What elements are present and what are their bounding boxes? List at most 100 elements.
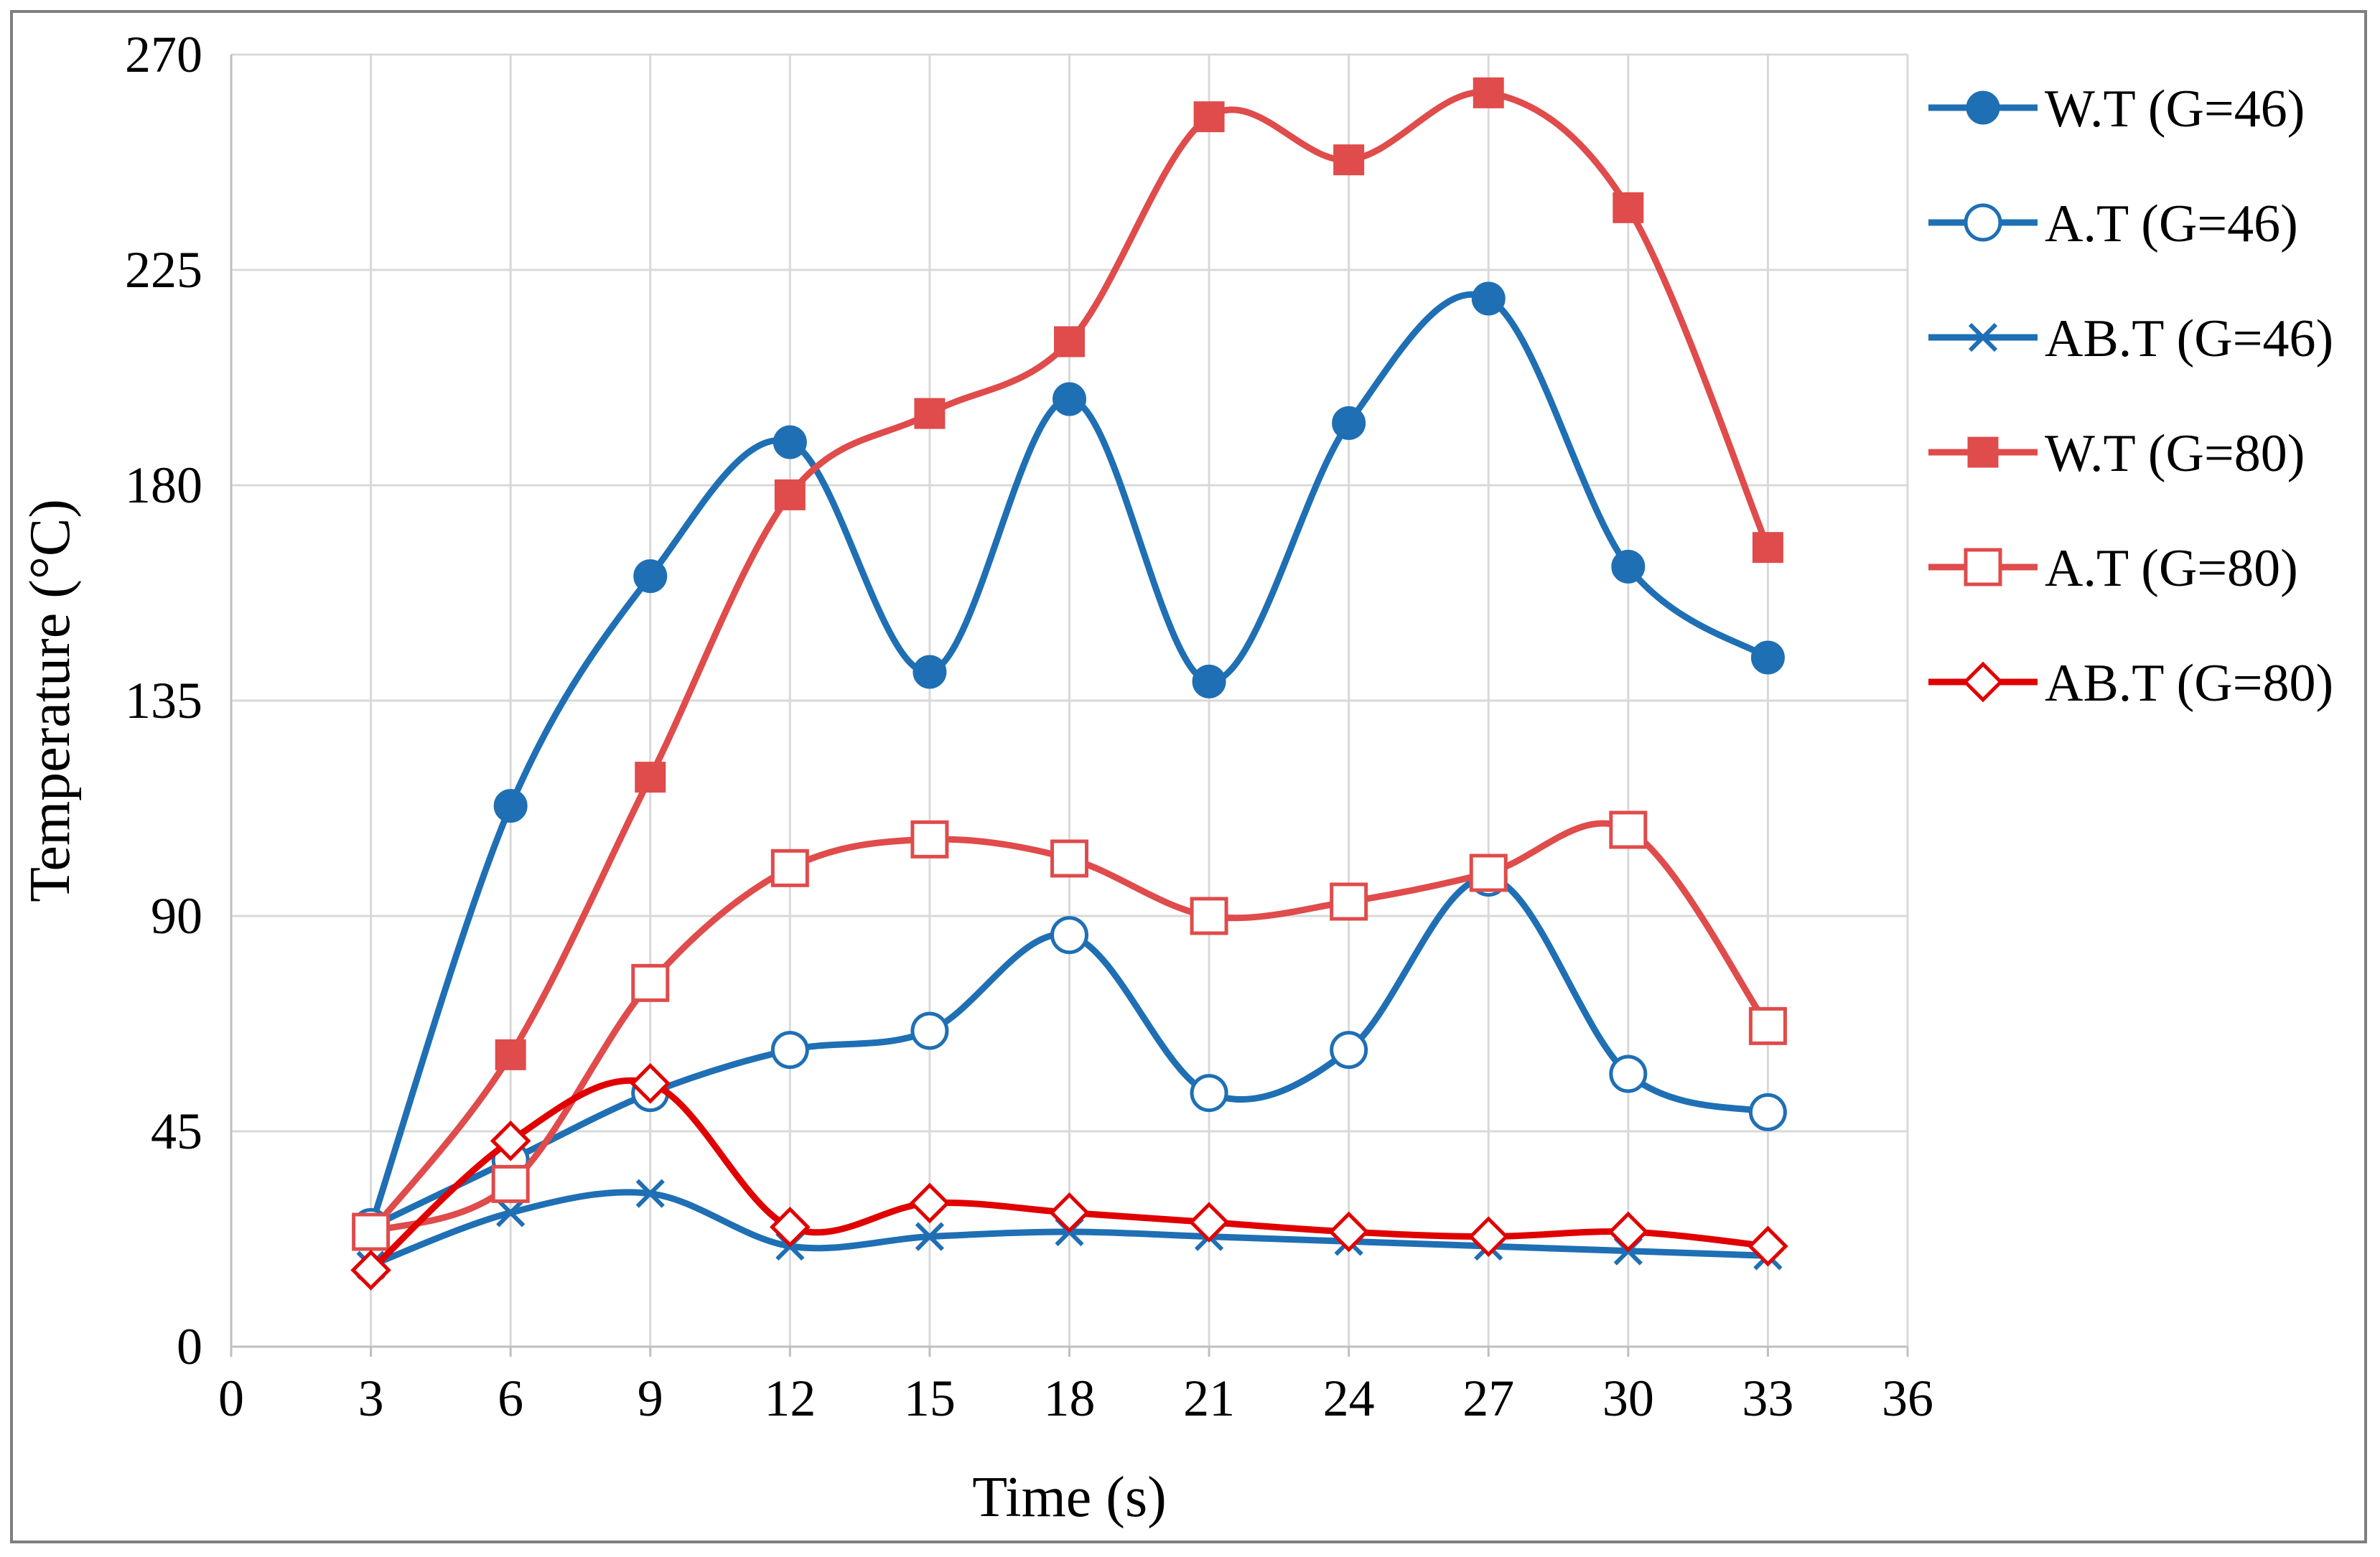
- data-point: [1053, 382, 1086, 416]
- x-tick-label: 12: [764, 1370, 816, 1427]
- chart-frame: [10, 10, 2367, 1543]
- y-tick-label: 135: [125, 672, 202, 729]
- data-point: [1333, 144, 1365, 176]
- data-point: [1050, 916, 1088, 955]
- x-tick-label: 33: [1742, 1370, 1793, 1427]
- data-point: [630, 1062, 671, 1104]
- y-tick-label: 45: [151, 1103, 202, 1160]
- y-tick-label: 270: [125, 26, 202, 83]
- data-point: [909, 1182, 951, 1224]
- data-point: [915, 1222, 945, 1251]
- data-point: [1330, 882, 1368, 921]
- series-5: [350, 1062, 1788, 1291]
- x-tick-label: 36: [1882, 1370, 1933, 1427]
- data-point: [1750, 640, 1785, 675]
- data-point: [493, 789, 528, 823]
- legend-item: AB.T (G=46): [1928, 309, 2333, 368]
- data-point: [1330, 1031, 1368, 1070]
- x-tick-label: 18: [1044, 1370, 1096, 1427]
- legend-label: W.T (G=46): [2045, 80, 2305, 139]
- series-line: [368, 1077, 1771, 1273]
- series-4: [352, 810, 1787, 1251]
- data-point: [1190, 1074, 1228, 1113]
- data-point: [1469, 854, 1508, 892]
- data-point: [770, 848, 809, 887]
- data-point: [774, 479, 806, 510]
- data-point: [633, 559, 668, 594]
- gridlines: [231, 53, 1909, 1347]
- x-tick-label: 0: [218, 1370, 244, 1427]
- data-point: [635, 762, 666, 793]
- data-point: [635, 1179, 665, 1208]
- y-tick-label: 225: [125, 241, 202, 299]
- data-point: [1613, 192, 1644, 223]
- x-tick-label: 9: [638, 1370, 663, 1427]
- data-point: [1332, 406, 1366, 440]
- data-point: [1328, 1211, 1370, 1253]
- data-point: [1190, 897, 1228, 935]
- data-point: [1609, 1055, 1648, 1093]
- data-point: [1752, 532, 1783, 564]
- x-axis-label: Time (s): [972, 1466, 1166, 1529]
- legend-label: AB.T (G=80): [2045, 654, 2333, 713]
- legend-label: W.T (G=80): [2045, 424, 2305, 483]
- data-point: [1609, 810, 1648, 849]
- data-point: [769, 1206, 811, 1248]
- legend-marker: [1962, 661, 2004, 703]
- data-point: [631, 963, 670, 1002]
- x-tick-label: 6: [498, 1370, 523, 1427]
- x-tick-label: 3: [358, 1370, 384, 1427]
- series-line: [368, 291, 1771, 1230]
- data-point: [1607, 1211, 1649, 1253]
- legend-item: W.T (G=46): [1928, 80, 2305, 139]
- data-point: [1188, 1202, 1230, 1243]
- x-tick-label: 30: [1602, 1370, 1654, 1427]
- x-tick-label: 27: [1462, 1370, 1514, 1427]
- data-point: [1467, 1216, 1509, 1258]
- legend-marker: [1966, 90, 2000, 125]
- series-line: [368, 874, 1771, 1230]
- data-point: [1747, 1225, 1788, 1267]
- data-point: [910, 820, 949, 859]
- data-point: [913, 655, 947, 689]
- y-tick-label: 90: [151, 887, 202, 945]
- legend: W.T (G=46) A.T (G=46) AB.T (G=46) W.T (G=80…: [1928, 80, 2333, 713]
- data-point: [1748, 1093, 1787, 1131]
- data-point: [491, 1164, 530, 1203]
- data-point: [1050, 839, 1088, 878]
- data-point: [773, 425, 807, 459]
- legend-marker: [1964, 203, 2002, 242]
- x-tick-label: 21: [1183, 1370, 1235, 1427]
- data-point: [1748, 1006, 1787, 1045]
- data-point: [1192, 664, 1226, 698]
- data-point: [1473, 77, 1504, 108]
- y-tick-label: 180: [125, 457, 202, 514]
- x-tick-label: 24: [1323, 1370, 1375, 1427]
- legend-marker: [1968, 322, 1998, 352]
- legend-label: A.T (G=46): [2045, 195, 2298, 253]
- series-layer: [350, 77, 1788, 1291]
- legend-label: A.T (G=80): [2045, 539, 2298, 598]
- data-point: [1193, 101, 1225, 133]
- legend-item: AB.T (G=80): [1928, 654, 2333, 713]
- data-point: [496, 1198, 526, 1228]
- y-axis-label: Temperature (°C): [19, 499, 82, 902]
- data-point: [1049, 1192, 1090, 1233]
- data-point: [495, 1039, 526, 1070]
- legend-item: W.T (G=80): [1928, 424, 2305, 483]
- data-point: [914, 398, 946, 429]
- data-point: [770, 1031, 809, 1070]
- series-3: [355, 77, 1783, 1248]
- x-tick-label: 15: [904, 1370, 956, 1427]
- y-tick-label: 0: [177, 1318, 202, 1375]
- data-point: [1471, 281, 1506, 316]
- legend-label: AB.T (G=46): [2045, 309, 2333, 368]
- data-point: [352, 1212, 391, 1251]
- data-point: [1054, 326, 1085, 357]
- legend-item: A.T (G=80): [1928, 539, 2298, 598]
- series-line: [368, 1189, 1771, 1269]
- series-0: [354, 281, 1785, 1244]
- data-point: [1611, 549, 1646, 584]
- data-point: [350, 1249, 391, 1291]
